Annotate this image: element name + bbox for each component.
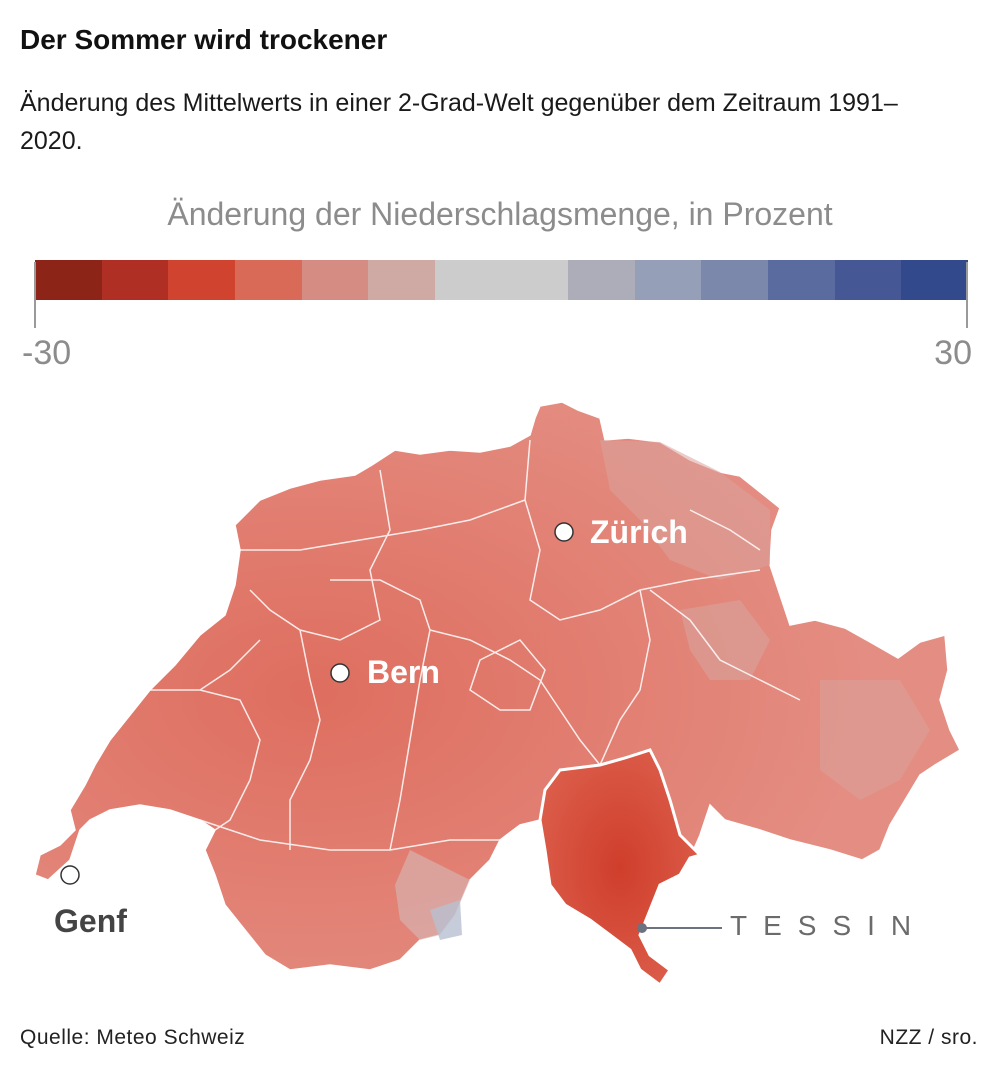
legend-swatch-2 bbox=[168, 260, 235, 300]
legend-swatch-13 bbox=[901, 260, 968, 300]
legend-swatch-1 bbox=[101, 260, 169, 300]
color-scale-bar bbox=[35, 260, 968, 300]
legend-swatch-7 bbox=[501, 260, 569, 300]
ticino-region bbox=[538, 748, 703, 988]
city-marker-bern: Bern bbox=[330, 654, 440, 690]
legend-swatch-9 bbox=[634, 260, 702, 300]
ticino-callout: TESSIN bbox=[637, 910, 927, 941]
legend-swatch-3 bbox=[234, 260, 302, 300]
city-label-bern: Bern bbox=[367, 654, 440, 690]
city-marker-genf: Genf bbox=[54, 865, 127, 939]
switzerland-map: Zürich Bern Genf TESSIN bbox=[34, 401, 961, 988]
legend-swatch-8 bbox=[568, 260, 635, 300]
city-marker-zurich: Zürich bbox=[554, 514, 688, 550]
chart-subtitle: Änderung des Mittelwerts in einer 2-Grad… bbox=[20, 89, 898, 155]
legend-max-tick bbox=[966, 262, 968, 328]
city-label-zurich: Zürich bbox=[590, 514, 688, 550]
legend-max-label: 30 bbox=[934, 334, 972, 372]
canton-borders bbox=[150, 439, 801, 851]
source-note: Quelle: Meteo Schweiz bbox=[20, 1026, 246, 1049]
city-label-genf: Genf bbox=[54, 903, 127, 939]
credit-note: NZZ / sro. bbox=[879, 1026, 978, 1049]
legend-swatch-10 bbox=[701, 260, 769, 300]
legend-swatch-4 bbox=[301, 260, 369, 300]
legend-swatch-0 bbox=[35, 260, 102, 300]
legend-swatch-6 bbox=[434, 260, 502, 300]
legend-swatch-5 bbox=[368, 260, 435, 300]
legend-title: Änderung der Niederschlagsmenge, in Proz… bbox=[167, 196, 833, 232]
legend-swatch-11 bbox=[768, 260, 835, 300]
legend-swatch-12 bbox=[834, 260, 902, 300]
legend-min-label: -30 bbox=[22, 334, 72, 372]
region-label-tessin: TESSIN bbox=[730, 910, 927, 941]
legend-min-tick bbox=[34, 262, 36, 328]
chart-title: Der Sommer wird trockener bbox=[20, 24, 388, 55]
